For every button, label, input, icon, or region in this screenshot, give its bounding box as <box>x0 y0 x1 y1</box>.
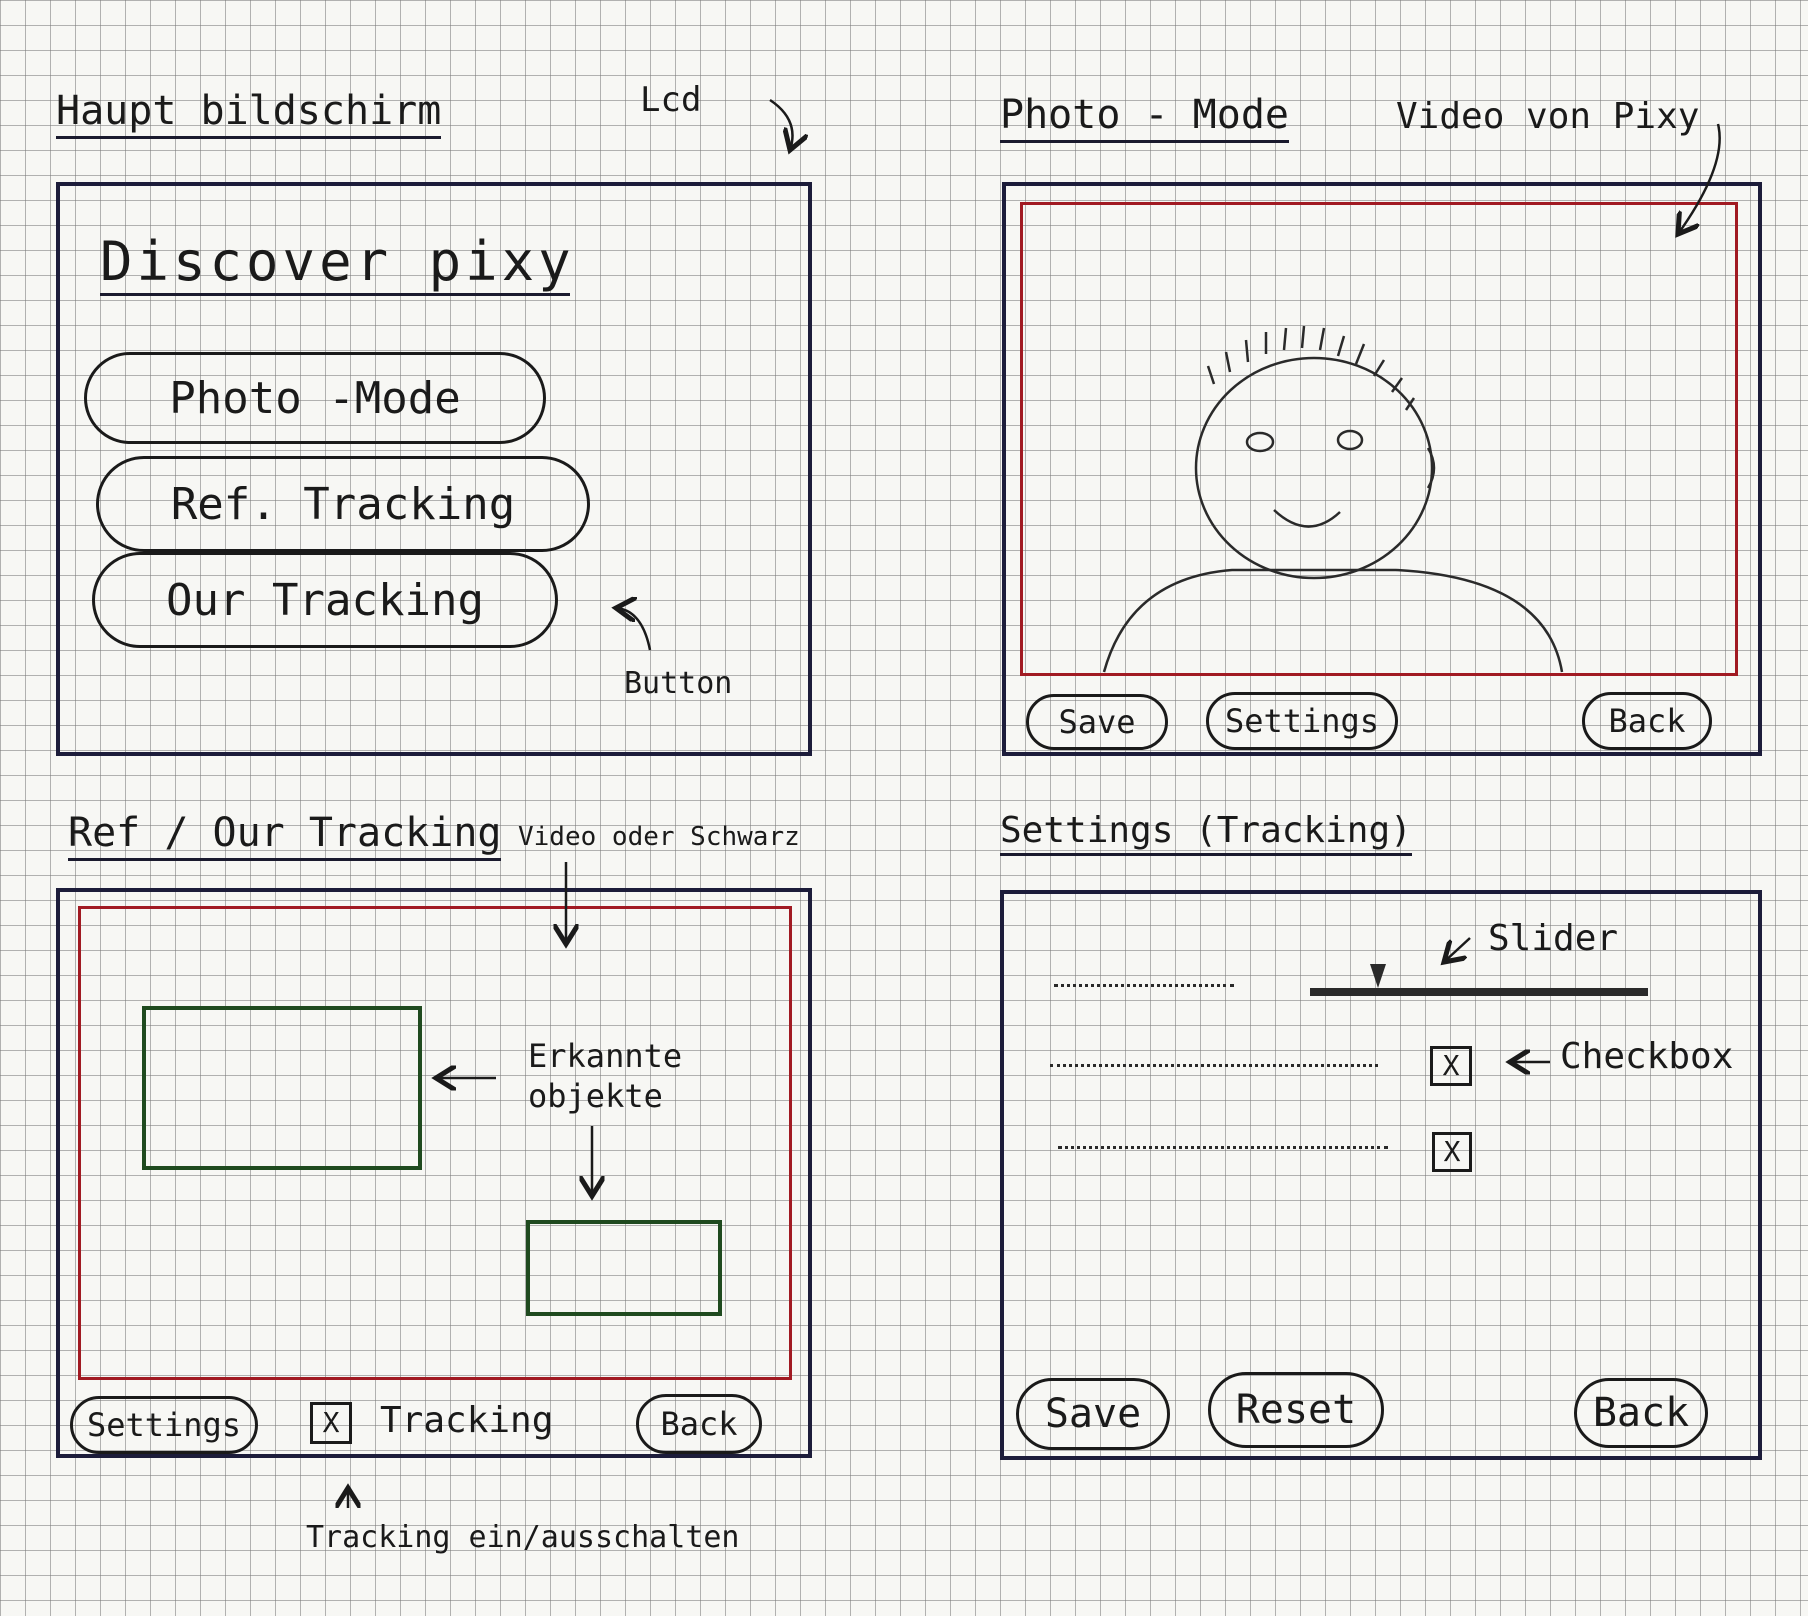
tracking-toggle-note: Tracking ein/ausschalten <box>306 1520 740 1555</box>
button-note: Button <box>624 666 733 701</box>
setting-label <box>1058 1146 1388 1149</box>
hair <box>1206 325 1416 411</box>
main-screen-heading: Haupt bildschirm <box>56 88 442 139</box>
setting-checkbox[interactable]: X <box>1432 1132 1472 1172</box>
settings-heading: Settings (Tracking) <box>1000 810 1412 856</box>
settings-reset-button[interactable]: Reset <box>1208 1372 1384 1448</box>
setting-label <box>1054 984 1234 987</box>
tracking-heading: Ref / Our Tracking <box>68 810 502 861</box>
mouth <box>1273 509 1341 528</box>
right-eye <box>1336 429 1364 451</box>
ear <box>1426 447 1436 489</box>
photo-back-button[interactable]: Back <box>1582 692 1712 750</box>
lcd-arrow <box>769 98 793 150</box>
photo-mode-button[interactable]: Photo -Mode <box>84 352 546 444</box>
slider-arrow <box>1444 937 1471 962</box>
slider-note: Slider <box>1488 918 1619 959</box>
setting-slider[interactable] <box>1310 964 1648 1008</box>
tracking-checkbox[interactable]: X <box>310 1402 352 1444</box>
photo-settings-button[interactable]: Settings <box>1206 692 1398 750</box>
our-tracking-button[interactable]: Our Tracking <box>92 552 558 648</box>
video-von-pixy-note: Video von Pixy <box>1396 96 1700 137</box>
pixy-video-frame <box>1020 202 1738 676</box>
tracking-back-button[interactable]: Back <box>636 1394 762 1454</box>
tracking-settings-button[interactable]: Settings <box>70 1396 258 1454</box>
main-screen-lcd <box>56 182 812 756</box>
setting-checkbox[interactable]: X <box>1430 1046 1472 1086</box>
person-illustration <box>1102 325 1564 673</box>
checkbox-note: Checkbox <box>1560 1036 1734 1077</box>
detected-object-box <box>142 1006 422 1170</box>
app-title: Discover pixy <box>100 230 571 296</box>
tracking-screen <box>56 888 812 1458</box>
video-oder-schwarz-note: Video oder Schwarz <box>518 822 800 852</box>
tracking-video-frame <box>78 906 792 1380</box>
erkannte-objekte-note: Erkannte objekte <box>528 1037 683 1115</box>
tracking-checkbox-label: Tracking <box>380 1400 554 1441</box>
setting-label <box>1050 1064 1378 1067</box>
settings-save-button[interactable]: Save <box>1016 1378 1170 1450</box>
shoulders <box>1102 568 1564 673</box>
face <box>1194 356 1434 580</box>
photo-mode-heading: Photo - Mode <box>1000 92 1289 143</box>
slider-track <box>1310 988 1648 996</box>
lcd-note: Lcd <box>640 80 702 120</box>
photo-mode-screen <box>1002 182 1762 756</box>
detected-object-box <box>526 1220 722 1316</box>
left-eye <box>1245 431 1275 453</box>
settings-screen <box>1000 890 1762 1460</box>
photo-save-button[interactable]: Save <box>1026 694 1168 750</box>
video-von-pixy-arrow <box>1678 123 1721 234</box>
settings-back-button[interactable]: Back <box>1574 1378 1708 1448</box>
button-arrow <box>616 608 652 651</box>
ref-tracking-button[interactable]: Ref. Tracking <box>96 456 590 552</box>
